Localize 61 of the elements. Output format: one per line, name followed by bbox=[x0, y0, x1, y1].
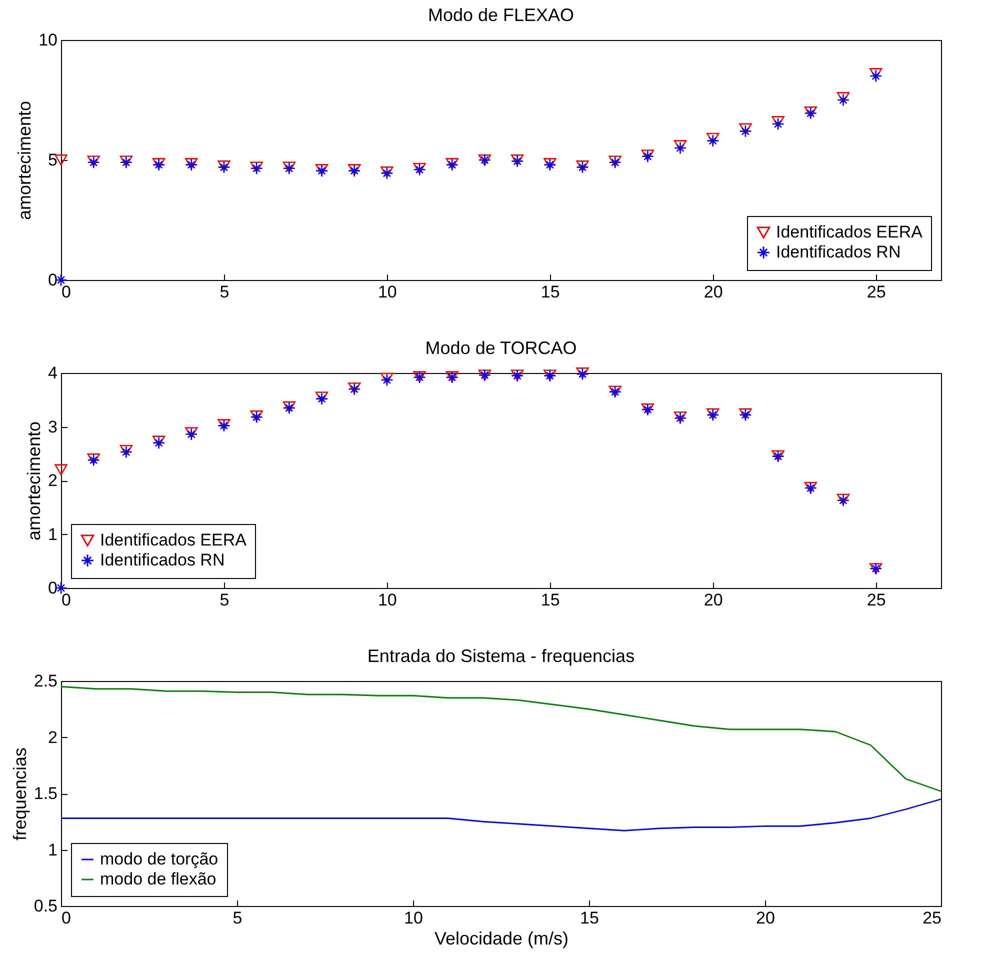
x-tick-label: 5 bbox=[232, 908, 242, 928]
line-series bbox=[60, 686, 942, 792]
y-tick-label: 1 bbox=[48, 840, 58, 860]
y-tick-label: 3 bbox=[48, 417, 58, 436]
legend-label: Identificados EERA bbox=[100, 530, 248, 550]
x-tick-label: 25 bbox=[866, 282, 886, 302]
x-tick-label: 10 bbox=[378, 590, 397, 610]
x-tick-label: 15 bbox=[540, 282, 560, 302]
point bbox=[380, 372, 394, 384]
line-series bbox=[60, 798, 942, 832]
x-axis-title: Velocidade (m/s) bbox=[434, 928, 569, 948]
y-tick-label: 2 bbox=[48, 471, 58, 490]
point bbox=[120, 444, 133, 456]
x-tick-label: 20 bbox=[704, 590, 723, 610]
legend-label: Identificados RN bbox=[776, 242, 901, 262]
y-tick-label: 2 bbox=[48, 728, 58, 747]
point bbox=[706, 134, 720, 148]
legend-label: Identificados EERA bbox=[776, 222, 924, 242]
y-tick-label: 0 bbox=[48, 578, 58, 598]
y-tick-label: 5 bbox=[48, 150, 58, 170]
y-tick-label: 1.5 bbox=[34, 784, 58, 803]
x-tick-label: 5 bbox=[220, 590, 230, 610]
point bbox=[674, 142, 687, 154]
x-tick-label: 25 bbox=[866, 590, 886, 610]
x-tick-label: 0 bbox=[62, 908, 71, 928]
chart-title: Modo de TORCAO bbox=[425, 338, 577, 358]
x-tick-label: 5 bbox=[220, 282, 230, 302]
y-tick-label: 0.5 bbox=[34, 896, 58, 916]
point bbox=[869, 70, 882, 82]
y-tick-label: 1 bbox=[48, 524, 58, 544]
point bbox=[315, 392, 328, 403]
y-tick-label: 0 bbox=[48, 270, 58, 290]
x-tick-label: 10 bbox=[378, 282, 397, 302]
point bbox=[739, 124, 752, 138]
y-tick-label: 4 bbox=[48, 364, 58, 382]
x-tick-label: 10 bbox=[404, 908, 423, 928]
point bbox=[772, 116, 784, 128]
y-axis-title: amortecimento bbox=[14, 100, 35, 220]
point bbox=[185, 427, 198, 438]
point bbox=[706, 132, 720, 144]
point bbox=[739, 123, 752, 134]
point bbox=[54, 464, 68, 476]
legend-label: Identificados RN bbox=[100, 550, 225, 570]
legend-label: modo de flexão bbox=[100, 870, 216, 888]
x-tick-label: 0 bbox=[62, 590, 71, 610]
x-tick-label: 15 bbox=[580, 908, 599, 928]
point bbox=[152, 436, 166, 447]
y-axis-title: amortecimento bbox=[24, 421, 44, 541]
x-tick-label: 0 bbox=[62, 282, 71, 302]
y-tick-label: 10 bbox=[38, 30, 58, 50]
y-tick-label: 2.5 bbox=[34, 672, 58, 690]
y-axis-title: frequencias bbox=[10, 747, 30, 841]
legend-label: modo de torção bbox=[100, 850, 218, 868]
chart-title: Entrada do Sistema - frequencias bbox=[367, 646, 635, 666]
x-tick-label: 20 bbox=[756, 908, 775, 928]
x-tick-label: 20 bbox=[704, 282, 723, 302]
x-tick-label: 15 bbox=[540, 590, 560, 610]
chart-title: Modo de FLEXAO bbox=[428, 5, 574, 25]
point bbox=[836, 94, 850, 106]
point bbox=[772, 118, 784, 130]
x-tick-label: 25 bbox=[922, 908, 942, 928]
